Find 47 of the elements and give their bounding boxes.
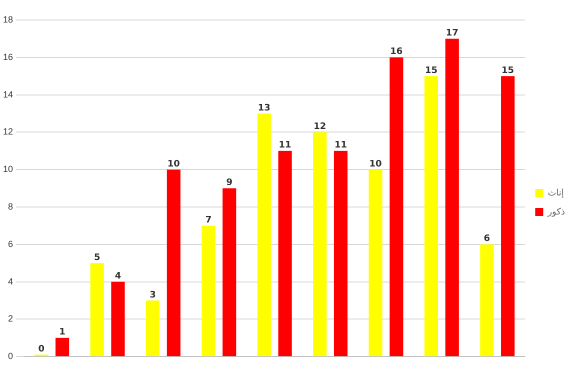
data-label: 11 xyxy=(334,140,348,151)
legend-label: ذكور xyxy=(546,207,566,218)
bar xyxy=(368,170,382,356)
bar xyxy=(222,188,236,356)
bar xyxy=(56,338,70,356)
legend-label: إناث xyxy=(548,188,564,198)
y-tick-label: 10 xyxy=(2,164,14,174)
bar xyxy=(202,226,216,356)
data-label: 10 xyxy=(167,159,180,170)
bar xyxy=(445,38,459,356)
data-label: 1 xyxy=(59,328,66,338)
data-label: 12 xyxy=(314,122,326,132)
data-label: 3 xyxy=(150,290,156,300)
data-label: 11 xyxy=(278,140,292,151)
y-tick-label: 0 xyxy=(8,351,14,362)
bar xyxy=(390,57,404,356)
bar xyxy=(90,263,104,356)
bar xyxy=(278,150,292,356)
data-label: 6 xyxy=(484,234,490,244)
y-tick-label: 4 xyxy=(8,276,14,286)
y-tick-label: 12 xyxy=(2,126,14,137)
bar xyxy=(166,170,180,356)
bar xyxy=(313,132,327,356)
y-tick-label: 18 xyxy=(2,14,14,24)
bar xyxy=(424,76,438,356)
bar xyxy=(111,282,125,356)
bar xyxy=(257,114,271,356)
data-label: 15 xyxy=(502,66,514,76)
y-tick-label: 6 xyxy=(8,238,14,249)
y-tick-label: 8 xyxy=(8,201,14,212)
data-label: 10 xyxy=(369,159,382,170)
data-label: 16 xyxy=(390,47,403,58)
bar xyxy=(334,150,348,356)
data-label: 9 xyxy=(226,178,232,188)
data-label: 4 xyxy=(114,272,122,282)
data-label: 5 xyxy=(94,252,100,263)
data-label: 7 xyxy=(205,216,212,226)
bar xyxy=(501,76,515,356)
data-label: 0 xyxy=(38,344,45,354)
data-label: 17 xyxy=(446,28,458,39)
data-label: 15 xyxy=(424,66,438,76)
y-tick-label: 2 xyxy=(8,314,14,324)
bar xyxy=(146,300,160,356)
y-tick-label: 14 xyxy=(2,89,14,100)
bar xyxy=(480,244,494,356)
y-tick-label: 16 xyxy=(2,52,14,62)
data-label: 13 xyxy=(258,103,270,114)
